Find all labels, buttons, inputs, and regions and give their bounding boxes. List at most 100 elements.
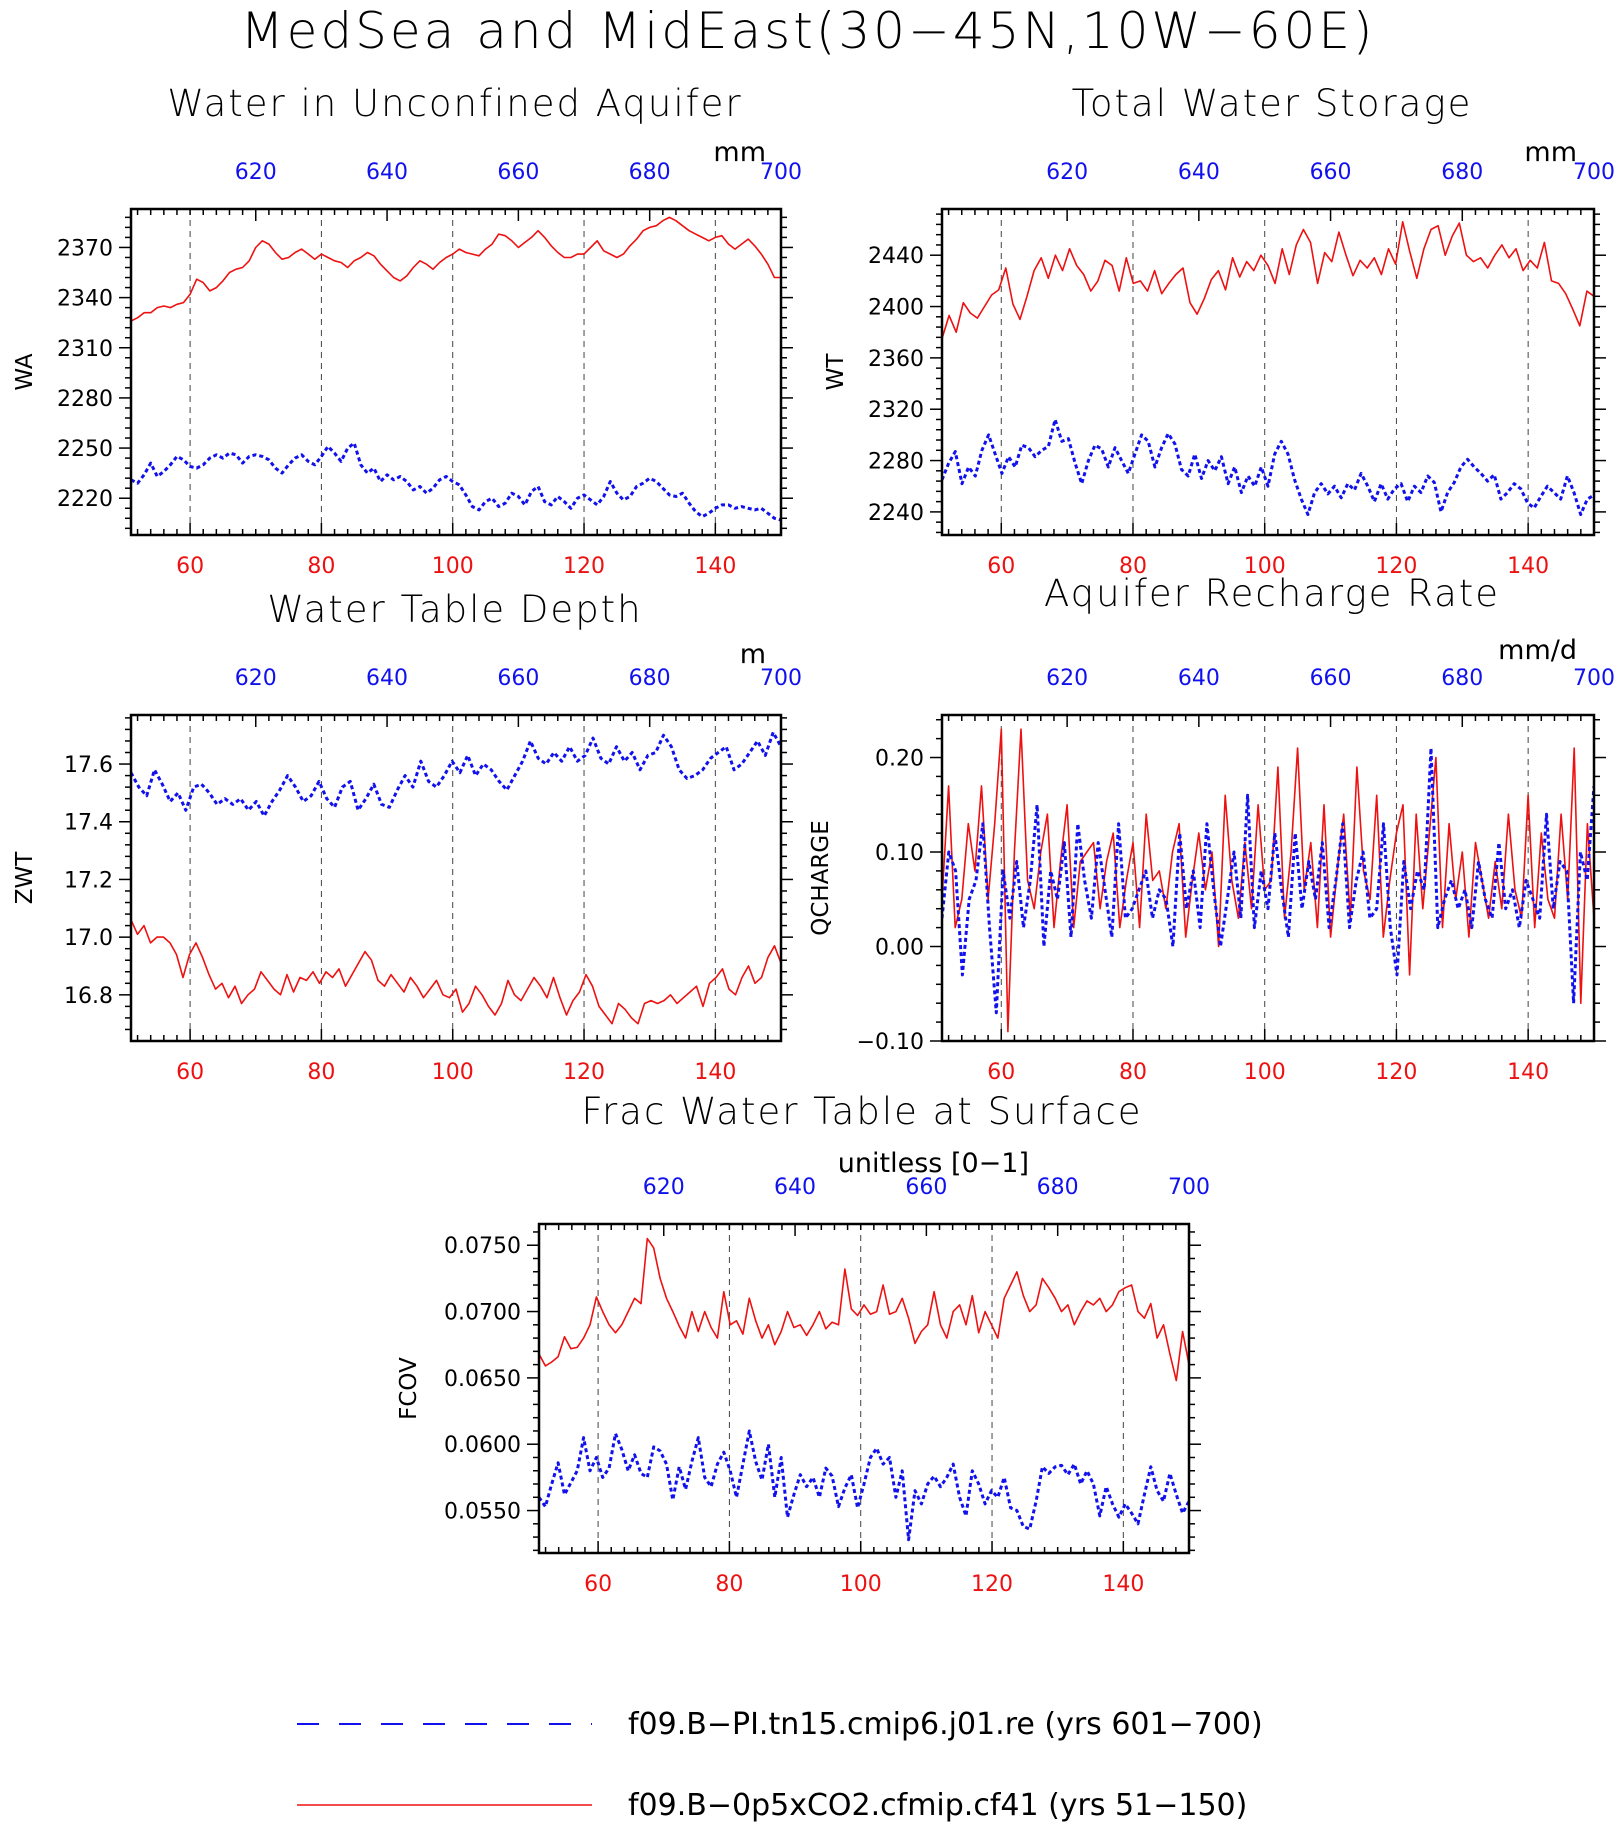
y-tick-label: 0.10 bbox=[875, 841, 924, 866]
panel-title: Water in Unconfined Aquifer bbox=[167, 82, 742, 125]
x-top-tick-label: 640 bbox=[1178, 160, 1220, 185]
series-line-0p5xco2 bbox=[942, 221, 1594, 339]
y-tick-label: 16.8 bbox=[64, 984, 113, 1009]
y-axis-label: QCHARGE bbox=[808, 820, 834, 936]
x-top-tick-label: 680 bbox=[629, 160, 671, 185]
x-tick-label: 100 bbox=[1244, 1060, 1286, 1085]
panel-title: Aquifer Recharge Rate bbox=[1044, 572, 1500, 615]
x-top-tick-label: 700 bbox=[1168, 1175, 1210, 1200]
panel-units: mm bbox=[713, 137, 766, 168]
x-tick-label: 120 bbox=[563, 1060, 605, 1085]
y-tick-label: 2220 bbox=[57, 487, 113, 512]
y-tick-label: 17.0 bbox=[64, 926, 113, 951]
x-tick-label: 120 bbox=[971, 1572, 1013, 1597]
series-line-0p5xco2 bbox=[131, 919, 781, 1025]
legend-label: f09.B−0p5xCO2.cfmip.cf41 (yrs 51−150) bbox=[628, 1788, 1247, 1823]
x-top-tick-label: 640 bbox=[366, 160, 408, 185]
y-tick-label: 2280 bbox=[57, 387, 113, 412]
series-line-0p5xco2 bbox=[131, 216, 781, 322]
y-tick-label: 2440 bbox=[868, 244, 924, 269]
x-tick-label: 120 bbox=[1375, 554, 1417, 579]
x-top-tick-label: 660 bbox=[497, 160, 539, 185]
y-tick-label: 0.0650 bbox=[444, 1367, 521, 1392]
x-tick-label: 100 bbox=[432, 1060, 474, 1085]
series-line-pi-control bbox=[539, 1429, 1189, 1542]
chart-panel-4: Aquifer Recharge Rate mm/d 60 80 100 120 140 62… bbox=[808, 572, 1615, 1085]
panel-units: mm bbox=[1524, 137, 1577, 168]
series-line-pi-control bbox=[131, 441, 781, 522]
x-tick-label: 140 bbox=[1507, 554, 1549, 579]
y-tick-label: 2250 bbox=[57, 437, 113, 462]
x-tick-label: 60 bbox=[176, 554, 204, 579]
x-tick-label: 80 bbox=[715, 1572, 743, 1597]
x-top-tick-label: 700 bbox=[1573, 666, 1615, 691]
plot-frame bbox=[940, 207, 1596, 537]
y-tick-label: 2400 bbox=[868, 296, 924, 321]
panel-title: Total Water Storage bbox=[1072, 82, 1473, 125]
series-line-pi-control bbox=[942, 418, 1594, 516]
chart-panel-3: Water Table Depth m 60 80 100 120 140 620 640 660… bbox=[12, 588, 802, 1085]
series-line-pi-control bbox=[942, 746, 1594, 1015]
plot-frame bbox=[129, 207, 783, 537]
x-top-tick-label: 680 bbox=[1441, 666, 1483, 691]
x-top-tick-label: 680 bbox=[1441, 160, 1483, 185]
series-line-pi-control bbox=[131, 730, 781, 818]
panel-units: mm/d bbox=[1498, 635, 1577, 666]
x-tick-label: 60 bbox=[584, 1572, 612, 1597]
x-tick-label: 80 bbox=[307, 554, 335, 579]
plot-frame bbox=[940, 713, 1596, 1043]
x-top-tick-label: 640 bbox=[366, 666, 408, 691]
x-top-tick-label: 700 bbox=[760, 160, 802, 185]
y-tick-label: 17.6 bbox=[64, 753, 113, 778]
x-tick-label: 80 bbox=[307, 1060, 335, 1085]
x-tick-label: 100 bbox=[432, 554, 474, 579]
x-tick-label: 120 bbox=[563, 554, 605, 579]
y-tick-label: 0.0550 bbox=[444, 1500, 521, 1525]
panel-title: Frac Water Table at Surface bbox=[581, 1090, 1142, 1133]
x-top-tick-label: 700 bbox=[760, 666, 802, 691]
x-top-tick-label: 620 bbox=[1046, 160, 1088, 185]
x-tick-label: 80 bbox=[1119, 1060, 1147, 1085]
series-line-0p5xco2 bbox=[539, 1237, 1189, 1382]
x-tick-label: 140 bbox=[1507, 1060, 1549, 1085]
x-top-tick-label: 660 bbox=[905, 1175, 947, 1200]
x-top-tick-label: 660 bbox=[1310, 160, 1352, 185]
x-tick-label: 120 bbox=[1375, 1060, 1417, 1085]
chart-panel-5: Frac Water Table at Surface unitless [0−1… bbox=[396, 1090, 1210, 1597]
x-tick-label: 140 bbox=[1102, 1572, 1144, 1597]
panel-units: unitless [0−1] bbox=[838, 1148, 1029, 1179]
y-tick-label: 2340 bbox=[57, 287, 113, 312]
legend-label: f09.B−PI.tn15.cmip6.j01.re (yrs 601−700) bbox=[628, 1707, 1263, 1742]
y-axis-label: WA bbox=[12, 353, 38, 390]
y-tick-label: 2280 bbox=[868, 450, 924, 475]
x-tick-label: 60 bbox=[987, 1060, 1015, 1085]
plot-frame bbox=[537, 1222, 1191, 1555]
chart-panel-1: Water in Unconfined Aquifer mm 60 80 100 120 1… bbox=[12, 82, 802, 579]
y-tick-label: 0.0750 bbox=[444, 1234, 521, 1259]
x-tick-label: 60 bbox=[987, 554, 1015, 579]
y-axis-label: ZWT bbox=[12, 851, 38, 904]
chart-panel-2: Total Water Storage mm 60 80 100 120 140 620 640… bbox=[823, 82, 1615, 579]
x-top-tick-label: 620 bbox=[235, 160, 277, 185]
y-axis-label: FCOV bbox=[396, 1357, 422, 1420]
x-tick-label: 60 bbox=[176, 1060, 204, 1085]
panel-units: m bbox=[740, 639, 766, 670]
x-tick-label: 140 bbox=[694, 1060, 736, 1085]
figure-title: MedSea and MidEast(30−45N,10W−60E) bbox=[241, 2, 1376, 60]
x-top-tick-label: 680 bbox=[1037, 1175, 1079, 1200]
x-top-tick-label: 640 bbox=[1178, 666, 1220, 691]
y-tick-label: 2240 bbox=[868, 501, 924, 526]
y-tick-label: 2310 bbox=[57, 337, 113, 362]
panels-group: Water in Unconfined Aquifer mm 60 80 100 120 1… bbox=[12, 82, 1615, 1597]
x-top-tick-label: 660 bbox=[1310, 666, 1352, 691]
y-tick-label: 0.0600 bbox=[444, 1433, 521, 1458]
y-tick-label: 0.20 bbox=[875, 747, 924, 772]
x-top-tick-label: 620 bbox=[1046, 666, 1088, 691]
x-top-tick-label: 620 bbox=[643, 1175, 685, 1200]
x-tick-label: 100 bbox=[1244, 554, 1286, 579]
y-axis-label: WT bbox=[823, 353, 849, 391]
y-tick-label: 2370 bbox=[57, 236, 113, 261]
y-tick-label: 17.2 bbox=[64, 868, 113, 893]
x-top-tick-label: 660 bbox=[497, 666, 539, 691]
